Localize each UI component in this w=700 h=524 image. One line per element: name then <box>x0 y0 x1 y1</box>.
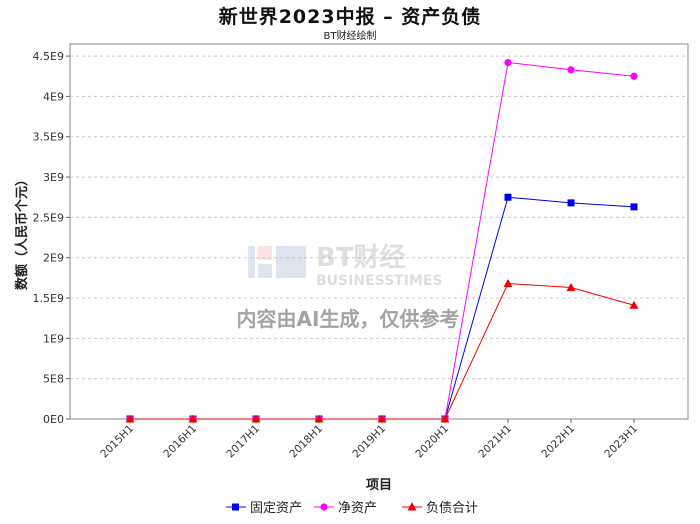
y-tick-label: 5E8 <box>43 373 64 386</box>
legend-item-2: 负债合计 <box>402 501 478 516</box>
x-tick-label: 2016H1 <box>161 423 199 461</box>
series-1-point <box>567 66 575 74</box>
series-2-point <box>377 414 387 423</box>
series-2-point <box>314 414 324 423</box>
series-1-point <box>504 58 512 67</box>
y-tick-label: 4E9 <box>43 90 64 103</box>
series-2-point <box>125 414 135 423</box>
series-0-point <box>630 203 638 211</box>
legend-item-1: 净资产 <box>314 501 377 516</box>
x-axis-title: 项目 <box>366 478 392 493</box>
series-2-point <box>503 279 513 288</box>
legend-marker <box>320 503 328 511</box>
y-tick-label: 4.5E9 <box>33 50 64 63</box>
series-2-point <box>629 300 639 309</box>
x-tick-label: 2023H1 <box>602 423 640 461</box>
legend-item-0: 固定资产 <box>226 501 302 516</box>
x-tick-label: 2022H1 <box>539 423 577 461</box>
plot-area <box>69 43 689 420</box>
watermark-logo-dot <box>258 246 272 260</box>
legend-marker <box>407 502 417 511</box>
x-tick-label: 2020H1 <box>413 423 451 461</box>
x-tick-label: 2019H1 <box>350 423 388 461</box>
series-2-point <box>188 414 198 423</box>
y-tick-label: 0E0 <box>43 413 64 426</box>
y-tick-label: 3E9 <box>43 171 64 184</box>
series-1-point <box>630 72 638 80</box>
x-tick-label: 2018H1 <box>287 423 325 461</box>
x-tick-label: 2017H1 <box>224 423 262 461</box>
legend-marker <box>232 503 239 511</box>
y-tick-label: 2E9 <box>43 252 64 265</box>
y-tick-label: 1.5E9 <box>33 292 64 305</box>
y-tick-label: 3.5E9 <box>33 131 64 144</box>
watermark-logo-block <box>258 264 272 278</box>
watermark-brand-en: BUSINESSTIMES <box>316 273 443 289</box>
chart-title: 新世界2023中报 – 资产负债 <box>218 6 482 28</box>
series-2-point <box>566 283 576 292</box>
y-axis-title: 数额（人民币个元） <box>14 173 30 290</box>
series-0-point <box>504 193 512 201</box>
x-tick-label: 2015H1 <box>98 423 136 461</box>
watermark-notice: 内容由AI生成，仅供参考 <box>237 307 460 331</box>
y-tick-label: 2.5E9 <box>33 211 64 224</box>
y-tick-label: 1E9 <box>43 332 64 345</box>
legend-label: 固定资产 <box>250 501 302 516</box>
x-tick-label: 2021H1 <box>476 423 514 461</box>
chart-subtitle: BT财经绘制 <box>323 31 377 42</box>
series-0-point <box>567 199 575 207</box>
series-2-point <box>251 414 261 423</box>
legend-label: 净资产 <box>338 501 377 516</box>
legend-label: 负债合计 <box>426 501 478 516</box>
series-2-point <box>440 414 450 423</box>
watermark-brand: BT财经 <box>316 242 406 273</box>
watermark-logo-box <box>276 246 306 278</box>
watermark-logo-bar <box>248 246 255 278</box>
